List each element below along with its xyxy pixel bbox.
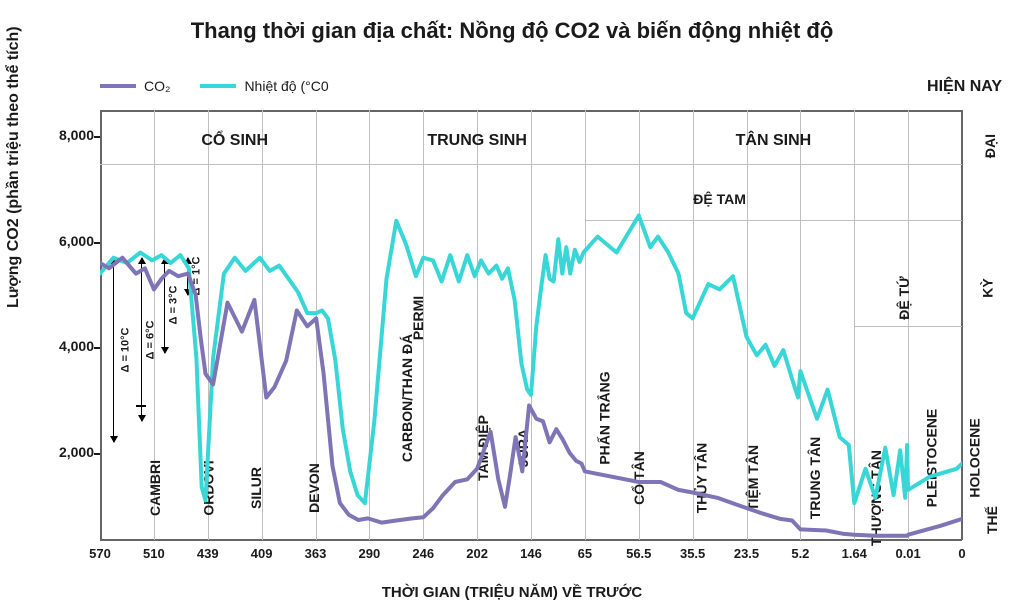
x-tick-label: 5.2	[791, 546, 809, 561]
x-tick-label: 570	[89, 546, 111, 561]
y-axis-label: Lượng CO2 (phần triệu theo thể tích)	[5, 26, 23, 308]
x-tick-label: 65	[578, 546, 592, 561]
legend-label-temp: Nhiệt độ (°C0	[244, 78, 328, 94]
series-temperature	[100, 216, 962, 504]
x-tick-label: 246	[412, 546, 434, 561]
series-svg	[100, 110, 962, 540]
legend-item-temp: Nhiệt độ (°C0	[200, 78, 328, 94]
legend-item-co2: CO₂	[100, 78, 170, 94]
chart-title: Thang thời gian địa chất: Nồng độ CO2 và…	[0, 18, 1024, 44]
x-tick-label: 363	[305, 546, 327, 561]
right-col-label: ĐẠI	[982, 134, 998, 158]
y-tick-label: 4,000	[48, 338, 94, 354]
x-tick-label: 35.5	[680, 546, 705, 561]
x-tick-label: 290	[359, 546, 381, 561]
y-tick-label: 6,000	[48, 233, 94, 249]
x-axis-label: THỜI GIAN (TRIỆU NĂM) VỀ TRƯỚC	[0, 584, 1024, 601]
present-day-label: HIỆN NAY	[927, 78, 1002, 96]
x-tick-label: 510	[143, 546, 165, 561]
legend-label-co2: CO₂	[144, 78, 170, 94]
x-tick-label: 0.01	[895, 546, 920, 561]
period-label: HOLOCENE	[967, 418, 983, 497]
legend-swatch-temp	[200, 84, 236, 88]
x-tick-label: 23.5	[734, 546, 759, 561]
right-col-label: THẾ	[984, 506, 1000, 534]
plot-area: 2,0004,0006,0008,00057051043940936329024…	[100, 110, 962, 540]
x-tick-label: 0	[958, 546, 965, 561]
x-tick-label: 1.64	[842, 546, 867, 561]
x-tick-label: 439	[197, 546, 219, 561]
x-tick-label: 202	[466, 546, 488, 561]
legend: CO₂ Nhiệt độ (°C0	[100, 78, 329, 94]
x-tick-label: 146	[520, 546, 542, 561]
y-tick-label: 2,000	[48, 444, 94, 460]
right-col-label: KỲ	[980, 278, 996, 297]
y-tick-label: 8,000	[48, 127, 94, 143]
x-tick-label: 56.5	[626, 546, 651, 561]
legend-swatch-co2	[100, 84, 136, 88]
x-tick-label: 409	[251, 546, 273, 561]
